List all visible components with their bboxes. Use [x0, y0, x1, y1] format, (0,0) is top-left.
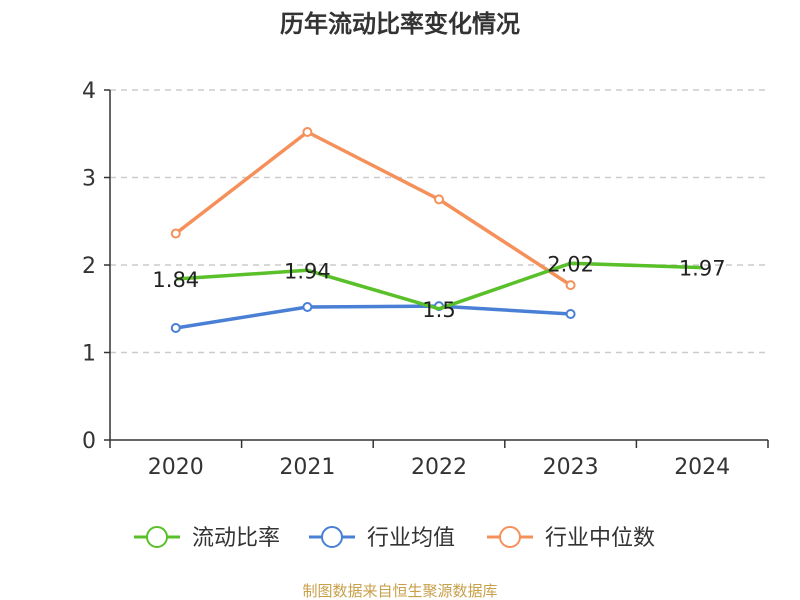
x-tick-label-2024: 2024	[674, 455, 730, 480]
x-tick-label-2020: 2020	[148, 455, 204, 480]
series-2-point-2021	[302, 127, 313, 137]
chart-title: 历年流动比率变化情况	[280, 10, 520, 38]
y-tick-label-4: 4	[82, 79, 96, 104]
series-line-2	[174, 130, 572, 287]
legend-item-1[interactable]: 行业均值	[309, 526, 455, 551]
legend-label-2: 行业中位数	[545, 526, 655, 551]
data-labels: 1.84 1.94 1.5 2.02 1.97	[152, 252, 725, 322]
legend-item-0[interactable]: 流动比率	[134, 526, 280, 551]
x-tick-label-2021: 2021	[279, 455, 335, 480]
legend-label-0: 流动比率	[192, 526, 280, 551]
series-1-point-2023	[565, 309, 576, 319]
data-label-2024: 1.97	[679, 257, 726, 281]
axes: 0 1 2 3 4 2020 2021 2022 2023 2024	[82, 79, 769, 480]
data-label-2020: 1.84	[152, 268, 199, 292]
series-1-point-2021	[302, 302, 313, 312]
series-2-point-2020	[170, 228, 181, 239]
series-group	[170, 127, 703, 333]
legend-item-2[interactable]: 行业中位数	[487, 526, 655, 551]
data-label-2023: 2.02	[547, 252, 594, 276]
data-label-2021: 1.94	[284, 259, 331, 283]
legend[interactable]: 流动比率 行业均值 行业中位数	[134, 526, 655, 551]
data-label-2022: 1.5	[422, 298, 455, 322]
y-tick-label-1: 1	[82, 342, 96, 367]
y-tick-label-2: 2	[82, 254, 96, 279]
legend-marker-1	[321, 526, 343, 548]
y-tick-label-3: 3	[82, 167, 96, 192]
source-note: 制图数据来自恒生聚源数据库	[302, 582, 497, 600]
legend-marker-2	[499, 526, 521, 548]
series-line-0	[175, 261, 703, 311]
legend-label-1: 行业均值	[367, 526, 455, 551]
series-line-1	[175, 304, 571, 330]
series-1-point-2020	[170, 323, 181, 333]
y-tick-label-0: 0	[82, 429, 96, 454]
x-tick-label-2023: 2023	[543, 455, 599, 480]
x-tick-label-2022: 2022	[411, 455, 467, 480]
series-2-point-2023	[565, 280, 576, 291]
legend-marker-0	[146, 526, 168, 548]
series-2-point-2022	[434, 194, 444, 205]
